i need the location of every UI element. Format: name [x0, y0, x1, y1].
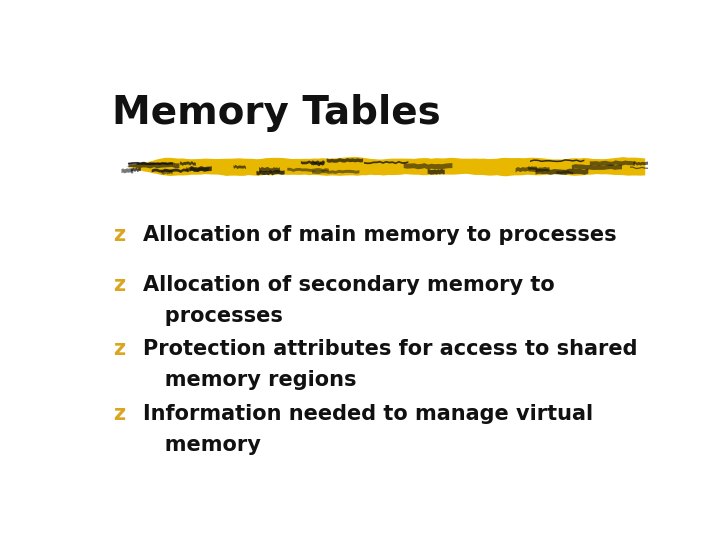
Text: z: z — [114, 275, 125, 295]
Polygon shape — [301, 160, 325, 165]
Text: Information needed to manage virtual: Information needed to manage virtual — [143, 404, 593, 424]
Polygon shape — [259, 167, 280, 173]
Text: Protection attributes for access to shared: Protection attributes for access to shar… — [143, 339, 637, 359]
Polygon shape — [572, 164, 622, 170]
Polygon shape — [126, 157, 645, 176]
Polygon shape — [634, 161, 660, 166]
Polygon shape — [530, 159, 585, 163]
Polygon shape — [516, 167, 549, 172]
Text: Allocation of main memory to processes: Allocation of main memory to processes — [143, 225, 616, 245]
Polygon shape — [557, 170, 573, 174]
Polygon shape — [186, 167, 209, 172]
Text: Memory Tables: Memory Tables — [112, 94, 441, 132]
Polygon shape — [312, 170, 359, 174]
Polygon shape — [128, 162, 166, 165]
Polygon shape — [528, 166, 537, 170]
Polygon shape — [122, 168, 133, 173]
Polygon shape — [327, 158, 363, 163]
Polygon shape — [404, 163, 452, 170]
Polygon shape — [630, 166, 672, 169]
Polygon shape — [137, 162, 173, 165]
Polygon shape — [152, 168, 189, 173]
Text: z: z — [114, 339, 125, 359]
Polygon shape — [364, 161, 408, 164]
Polygon shape — [256, 170, 284, 176]
Polygon shape — [311, 161, 324, 166]
Text: memory: memory — [143, 435, 261, 455]
Polygon shape — [161, 169, 173, 175]
Text: Allocation of secondary memory to: Allocation of secondary memory to — [143, 275, 554, 295]
Polygon shape — [428, 169, 445, 174]
Polygon shape — [189, 166, 212, 172]
Polygon shape — [131, 167, 141, 172]
Polygon shape — [180, 161, 196, 166]
Text: z: z — [114, 404, 125, 424]
Polygon shape — [536, 168, 588, 175]
Text: processes: processes — [143, 306, 283, 326]
Text: z: z — [114, 225, 125, 245]
Polygon shape — [590, 160, 635, 166]
Polygon shape — [233, 165, 246, 169]
Text: memory regions: memory regions — [143, 370, 356, 390]
Polygon shape — [128, 162, 179, 168]
Polygon shape — [287, 168, 329, 172]
